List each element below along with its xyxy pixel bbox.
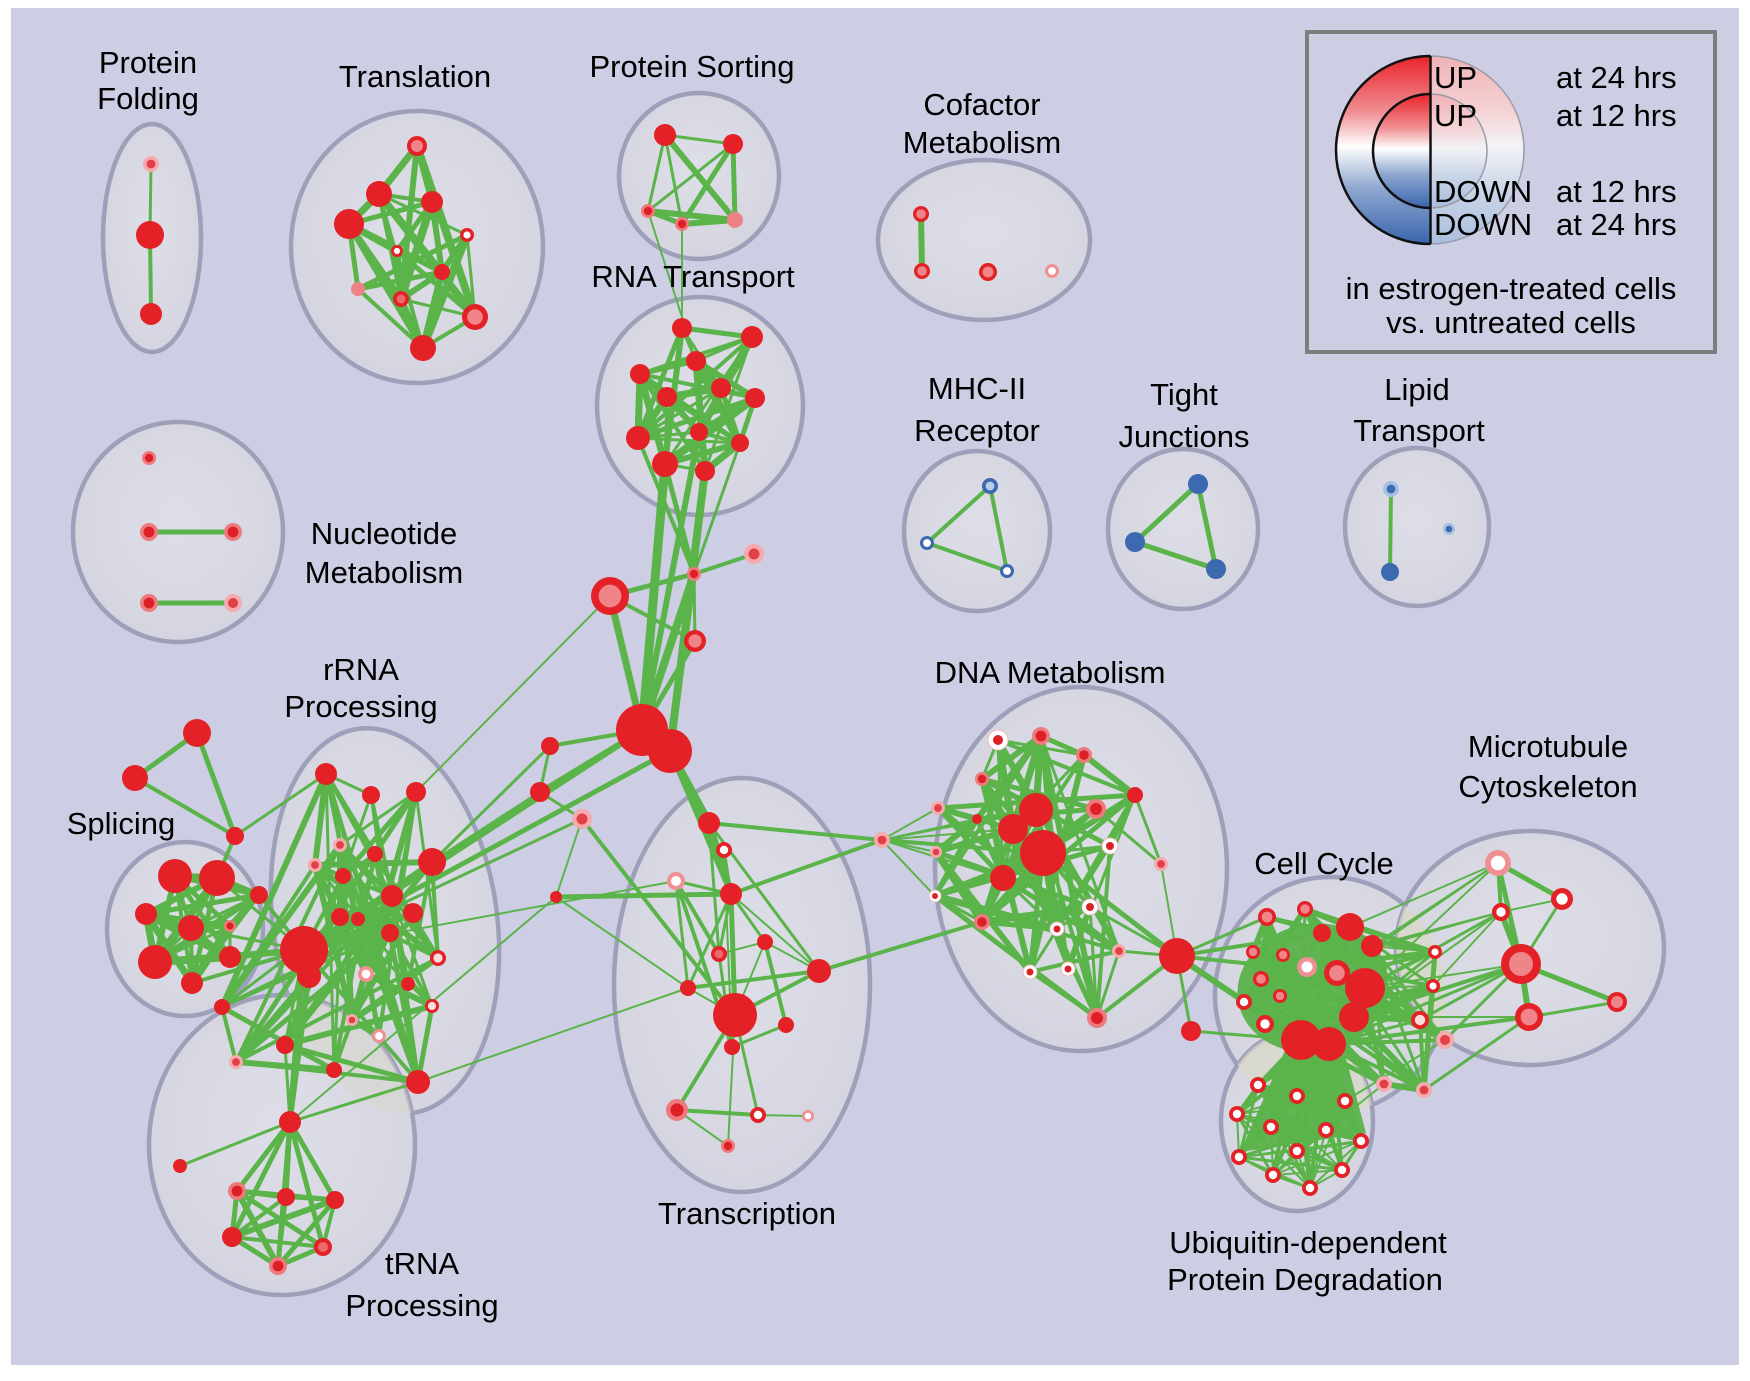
svg-text:vs. untreated cells: vs. untreated cells <box>1386 305 1636 340</box>
svg-text:at 24 hrs: at 24 hrs <box>1556 60 1677 95</box>
svg-text:Lipid: Lipid <box>1384 372 1450 407</box>
svg-text:Microtubule: Microtubule <box>1468 729 1628 764</box>
svg-text:tRNA: tRNA <box>385 1246 459 1281</box>
svg-text:DNA Metabolism: DNA Metabolism <box>935 655 1166 690</box>
svg-text:Translation: Translation <box>339 59 491 94</box>
svg-text:Junctions: Junctions <box>1119 419 1250 454</box>
svg-text:rRNA: rRNA <box>323 652 399 687</box>
svg-text:UP: UP <box>1434 60 1477 95</box>
svg-text:at 12 hrs: at 12 hrs <box>1556 98 1677 133</box>
svg-text:Processing: Processing <box>345 1288 498 1323</box>
svg-text:Transport: Transport <box>1353 413 1485 448</box>
svg-text:MHC-II: MHC-II <box>928 371 1026 406</box>
svg-text:Cofactor: Cofactor <box>923 87 1040 122</box>
svg-text:Splicing: Splicing <box>67 806 176 841</box>
svg-text:UP: UP <box>1434 98 1477 133</box>
svg-text:Nucleotide: Nucleotide <box>311 516 457 551</box>
svg-text:at 24 hrs: at 24 hrs <box>1556 207 1677 242</box>
svg-text:RNA Transport: RNA Transport <box>591 259 795 294</box>
svg-text:Protein Sorting: Protein Sorting <box>589 49 794 84</box>
svg-text:Folding: Folding <box>97 81 199 116</box>
svg-text:DOWN: DOWN <box>1434 207 1532 242</box>
svg-text:Cell Cycle: Cell Cycle <box>1254 846 1394 881</box>
svg-text:Transcription: Transcription <box>658 1196 836 1231</box>
svg-text:at 12 hrs: at 12 hrs <box>1556 174 1677 209</box>
svg-text:Metabolism: Metabolism <box>903 125 1062 160</box>
svg-text:Ubiquitin-dependent: Ubiquitin-dependent <box>1169 1225 1447 1260</box>
svg-text:Tight: Tight <box>1150 377 1218 412</box>
svg-text:Processing: Processing <box>284 689 437 724</box>
svg-text:Metabolism: Metabolism <box>305 555 464 590</box>
svg-text:DOWN: DOWN <box>1434 174 1532 209</box>
svg-text:Cytoskeleton: Cytoskeleton <box>1458 769 1637 804</box>
svg-text:in estrogen-treated cells: in estrogen-treated cells <box>1346 271 1677 306</box>
svg-text:Receptor: Receptor <box>914 413 1040 448</box>
svg-text:Protein Degradation: Protein Degradation <box>1167 1262 1443 1297</box>
svg-text:Protein: Protein <box>99 45 197 80</box>
